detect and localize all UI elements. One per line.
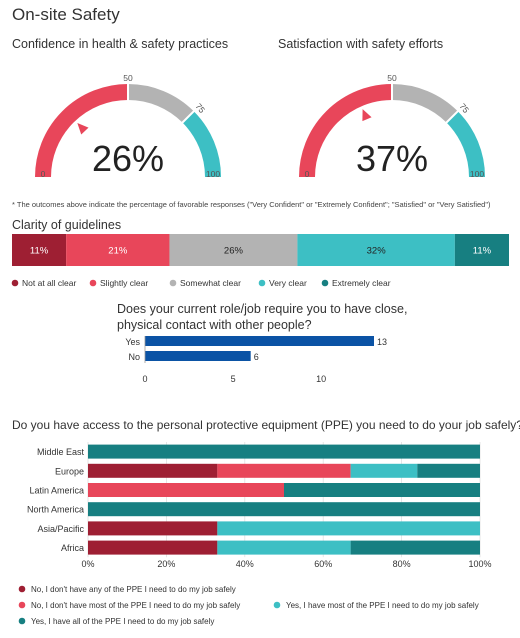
- ppe-category-label: Africa: [61, 543, 84, 553]
- clarity-data-label: 21%: [108, 246, 128, 257]
- gauge-tick-label: 100: [206, 169, 220, 179]
- ppe-legend-marker: [18, 617, 26, 625]
- clarity-data-label: 11%: [30, 246, 49, 257]
- gauge-pointer: [362, 109, 372, 122]
- gauge-band: [391, 84, 458, 123]
- contact-question: Does your current role/job require you t…: [117, 302, 408, 332]
- ppe-bar-segment: [88, 444, 480, 459]
- clarity-data-label: 32%: [367, 246, 387, 257]
- gauge-value: 37%: [356, 138, 428, 179]
- ppe-bar-segment: [417, 463, 480, 478]
- ppe-bar-segment: [284, 483, 480, 497]
- ppe-category-label: Asia/Pacific: [37, 524, 84, 534]
- gauge-tick-label: 0: [41, 169, 46, 179]
- clarity-data-label: 11%: [473, 246, 492, 257]
- gauge-tick-label: 0: [305, 169, 310, 179]
- ppe-legend-label: No, I don't have any of the PPE I need t…: [31, 585, 236, 594]
- ppe-tick-label: 20%: [157, 559, 175, 569]
- ppe-bar-segment: [88, 483, 284, 497]
- gauge-charts: 0 50 75 100 26% 0 50 75 100 37%: [35, 73, 485, 179]
- gauge-band: [35, 84, 129, 178]
- clarity-legend-marker: [258, 279, 266, 287]
- ppe-bar-segment: [88, 540, 218, 555]
- clarity-legend-marker: [11, 279, 19, 287]
- clarity-bar-segment: [297, 234, 455, 266]
- ppe-tick-label: 100%: [468, 559, 491, 569]
- clarity-bar-segment: [454, 234, 509, 266]
- ppe-chart: 0% 20% 40% 60% 80% 100% Middle East Europe Latin…: [18, 442, 492, 626]
- ppe-bar-segment: [217, 540, 351, 555]
- footnote: * The outcomes above indicate the percen…: [12, 200, 491, 209]
- clarity-legend-label: Somewhat clear: [180, 278, 241, 288]
- ppe-tick-label: 40%: [236, 559, 254, 569]
- clarity-legend-label: Not at all clear: [22, 278, 76, 288]
- ppe-tick-label: 0%: [81, 559, 94, 569]
- gauge-title-satisfaction: Satisfaction with safety efforts: [278, 37, 444, 51]
- clarity-legend-label: Slightly clear: [100, 278, 148, 288]
- clarity-chart: 11% 21% 26% 32% 11% Not at all clear Slightly …: [11, 234, 509, 288]
- gauge-pointer: [77, 123, 89, 135]
- clarity-title: Clarity of guidelines: [12, 218, 122, 232]
- clarity-legend-marker: [321, 279, 329, 287]
- gauge-tick-label: 75: [193, 101, 207, 115]
- ppe-bar-segment: [350, 463, 418, 478]
- clarity-legend-label: Very clear: [269, 278, 307, 288]
- ppe-legend-label: Yes, I have all of the PPE I need to do …: [31, 617, 214, 626]
- ppe-tick-label: 80%: [393, 559, 411, 569]
- gauge-band: [299, 84, 393, 178]
- contact-bar: [145, 336, 374, 346]
- gauge-tick-label: 75: [457, 101, 471, 115]
- clarity-bar-segment: [12, 234, 67, 266]
- ppe-bar-segment: [350, 540, 480, 555]
- clarity-legend-marker: [169, 279, 177, 287]
- clarity-bar-segment: [66, 234, 170, 266]
- gauge-separator: [181, 109, 196, 124]
- clarity-legend-label: Extremely clear: [332, 278, 391, 288]
- contact-tick-label: 5: [231, 374, 236, 384]
- contact-bar: [145, 351, 251, 361]
- clarity-bar-segment: [169, 234, 298, 266]
- page-title: On-site Safety: [12, 5, 120, 24]
- ppe-category-label: North America: [27, 505, 84, 515]
- gauge-tick-label: 50: [387, 73, 397, 83]
- clarity-legend-marker: [89, 279, 97, 287]
- ppe-bar-segment: [217, 521, 481, 536]
- gauge-value: 26%: [92, 138, 164, 179]
- contact-data-label: 13: [377, 337, 387, 347]
- contact-chart: Yes 13 No 6 0 5 10: [125, 336, 387, 384]
- ppe-category-label: Latin America: [29, 486, 84, 496]
- gauge-tick-label: 100: [470, 169, 484, 179]
- ppe-legend-label: Yes, I have most of the PPE I need to do…: [286, 601, 479, 610]
- gauge-title-confidence: Confidence in health & safety practices: [12, 37, 229, 51]
- ppe-category-label: Europe: [55, 466, 84, 476]
- ppe-bar-segment: [88, 502, 480, 517]
- clarity-data-label: 26%: [224, 246, 244, 257]
- ppe-tick-label: 60%: [314, 559, 332, 569]
- gauge-band: [127, 84, 194, 123]
- ppe-category-label: Middle East: [37, 447, 85, 457]
- contact-tick-label: 10: [316, 374, 326, 384]
- contact-category-label: Yes: [125, 337, 140, 347]
- ppe-legend-marker: [273, 601, 281, 609]
- gauge-band: [182, 111, 221, 178]
- contact-tick-label: 0: [142, 374, 147, 384]
- gauge-band: [446, 111, 485, 178]
- gauge-tick-label: 50: [123, 73, 133, 83]
- ppe-bar-segment: [217, 463, 351, 478]
- ppe-legend-marker: [18, 585, 26, 593]
- ppe-title: Do you have access to the personal prote…: [12, 418, 520, 432]
- contact-category-label: No: [128, 352, 140, 362]
- ppe-bar-segment: [88, 463, 218, 478]
- ppe-legend-marker: [18, 601, 26, 609]
- ppe-bar-segment: [88, 521, 218, 536]
- contact-data-label: 6: [254, 352, 259, 362]
- gauge-separator: [445, 109, 460, 124]
- ppe-legend-label: No, I don't have most of the PPE I need …: [31, 601, 240, 610]
